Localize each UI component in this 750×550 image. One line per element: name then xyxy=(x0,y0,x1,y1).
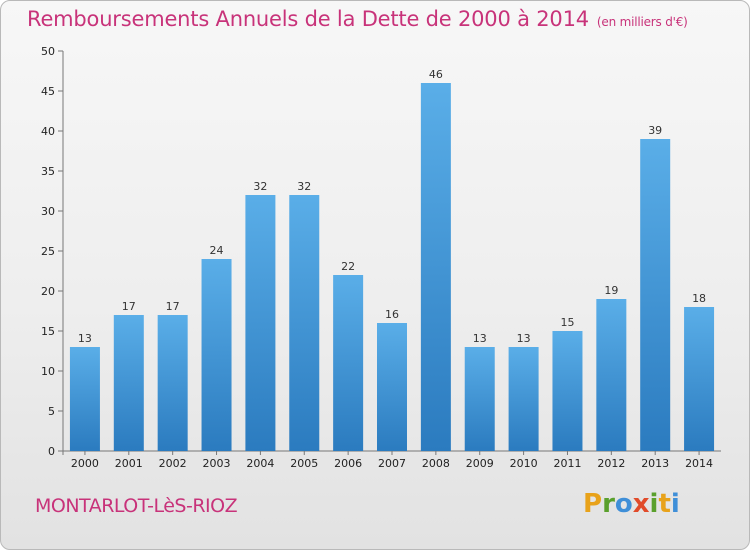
bar-value-label: 17 xyxy=(122,300,136,313)
chart-subtitle: (en milliers d'€) xyxy=(596,15,688,29)
town-name: MONTARLOT-LèS-RIOZ xyxy=(35,495,238,517)
bar xyxy=(684,307,715,451)
logo-letter: r xyxy=(602,489,615,519)
y-tick-label: 10 xyxy=(41,365,55,378)
bar-value-label: 39 xyxy=(648,124,662,137)
bar xyxy=(201,259,232,451)
x-tick-label: 2005 xyxy=(290,457,318,470)
bar xyxy=(113,315,144,451)
x-tick-label: 2014 xyxy=(685,457,713,470)
bar xyxy=(333,275,364,451)
chart-title-text: Remboursements Annuels de la Dette de 20… xyxy=(27,7,589,31)
x-tick-label: 2009 xyxy=(466,457,494,470)
bar-value-label: 16 xyxy=(385,308,399,321)
chart-title: Remboursements Annuels de la Dette de 20… xyxy=(27,7,688,31)
bar-value-label: 13 xyxy=(473,332,487,345)
bar-value-label: 13 xyxy=(517,332,531,345)
x-tick-label: 2006 xyxy=(334,457,362,470)
y-tick-label: 35 xyxy=(41,165,55,178)
bar xyxy=(464,347,495,451)
bar-value-label: 17 xyxy=(166,300,180,313)
bar xyxy=(157,315,188,451)
y-tick-label: 5 xyxy=(48,405,55,418)
proxiti-logo[interactable]: Proxiti xyxy=(583,489,680,519)
logo-letter: t xyxy=(658,489,671,519)
y-tick-label: 50 xyxy=(41,45,55,58)
x-tick-label: 2008 xyxy=(422,457,450,470)
chart-bars: 13 17 17 24 32 32 22 16 46 13 13 15 19 39 18 xyxy=(69,68,715,451)
y-tick-label: 20 xyxy=(41,285,55,298)
y-tick-label: 25 xyxy=(41,245,55,258)
x-tick-label: 2001 xyxy=(115,457,143,470)
logo-letter: i xyxy=(670,489,680,519)
bar-value-label: 32 xyxy=(253,180,267,193)
x-tick-label: 2013 xyxy=(641,457,669,470)
x-tick-label: 2000 xyxy=(71,457,99,470)
logo-letter: o xyxy=(614,489,633,519)
bar-value-label: 46 xyxy=(429,68,443,81)
y-tick-label: 45 xyxy=(41,85,55,98)
x-tick-label: 2002 xyxy=(159,457,187,470)
bar xyxy=(289,195,320,451)
chart-axes: 0 5 10 15 20 25 30 35 40 45 50 2000 2001 2002 2003 2004… xyxy=(41,45,721,470)
bar-value-label: 15 xyxy=(560,316,574,329)
bar-value-label: 32 xyxy=(297,180,311,193)
logo-letter: x xyxy=(632,489,650,519)
x-tick-label: 2010 xyxy=(510,457,538,470)
bar-value-label: 19 xyxy=(604,284,618,297)
bar xyxy=(69,347,100,451)
x-tick-label: 2007 xyxy=(378,457,406,470)
bar xyxy=(596,299,627,451)
bar-value-label: 18 xyxy=(692,292,706,305)
bar xyxy=(420,83,451,451)
bar-value-label: 24 xyxy=(210,244,224,257)
logo-letter: i xyxy=(649,489,659,519)
y-tick-label: 40 xyxy=(41,125,55,138)
y-tick-label: 30 xyxy=(41,205,55,218)
bar xyxy=(552,331,583,451)
bar xyxy=(377,323,407,451)
bar xyxy=(508,347,539,451)
bar-value-label: 13 xyxy=(78,332,92,345)
x-tick-label: 2003 xyxy=(203,457,231,470)
x-tick-label: 2012 xyxy=(597,457,625,470)
x-tick-label: 2011 xyxy=(553,457,581,470)
bar xyxy=(245,195,276,451)
x-tick-label: 2004 xyxy=(246,457,274,470)
bar xyxy=(640,139,671,451)
y-tick-label: 0 xyxy=(48,445,55,458)
logo-letter: P xyxy=(583,489,603,519)
bar-value-label: 22 xyxy=(341,260,355,273)
y-tick-label: 15 xyxy=(41,325,55,338)
